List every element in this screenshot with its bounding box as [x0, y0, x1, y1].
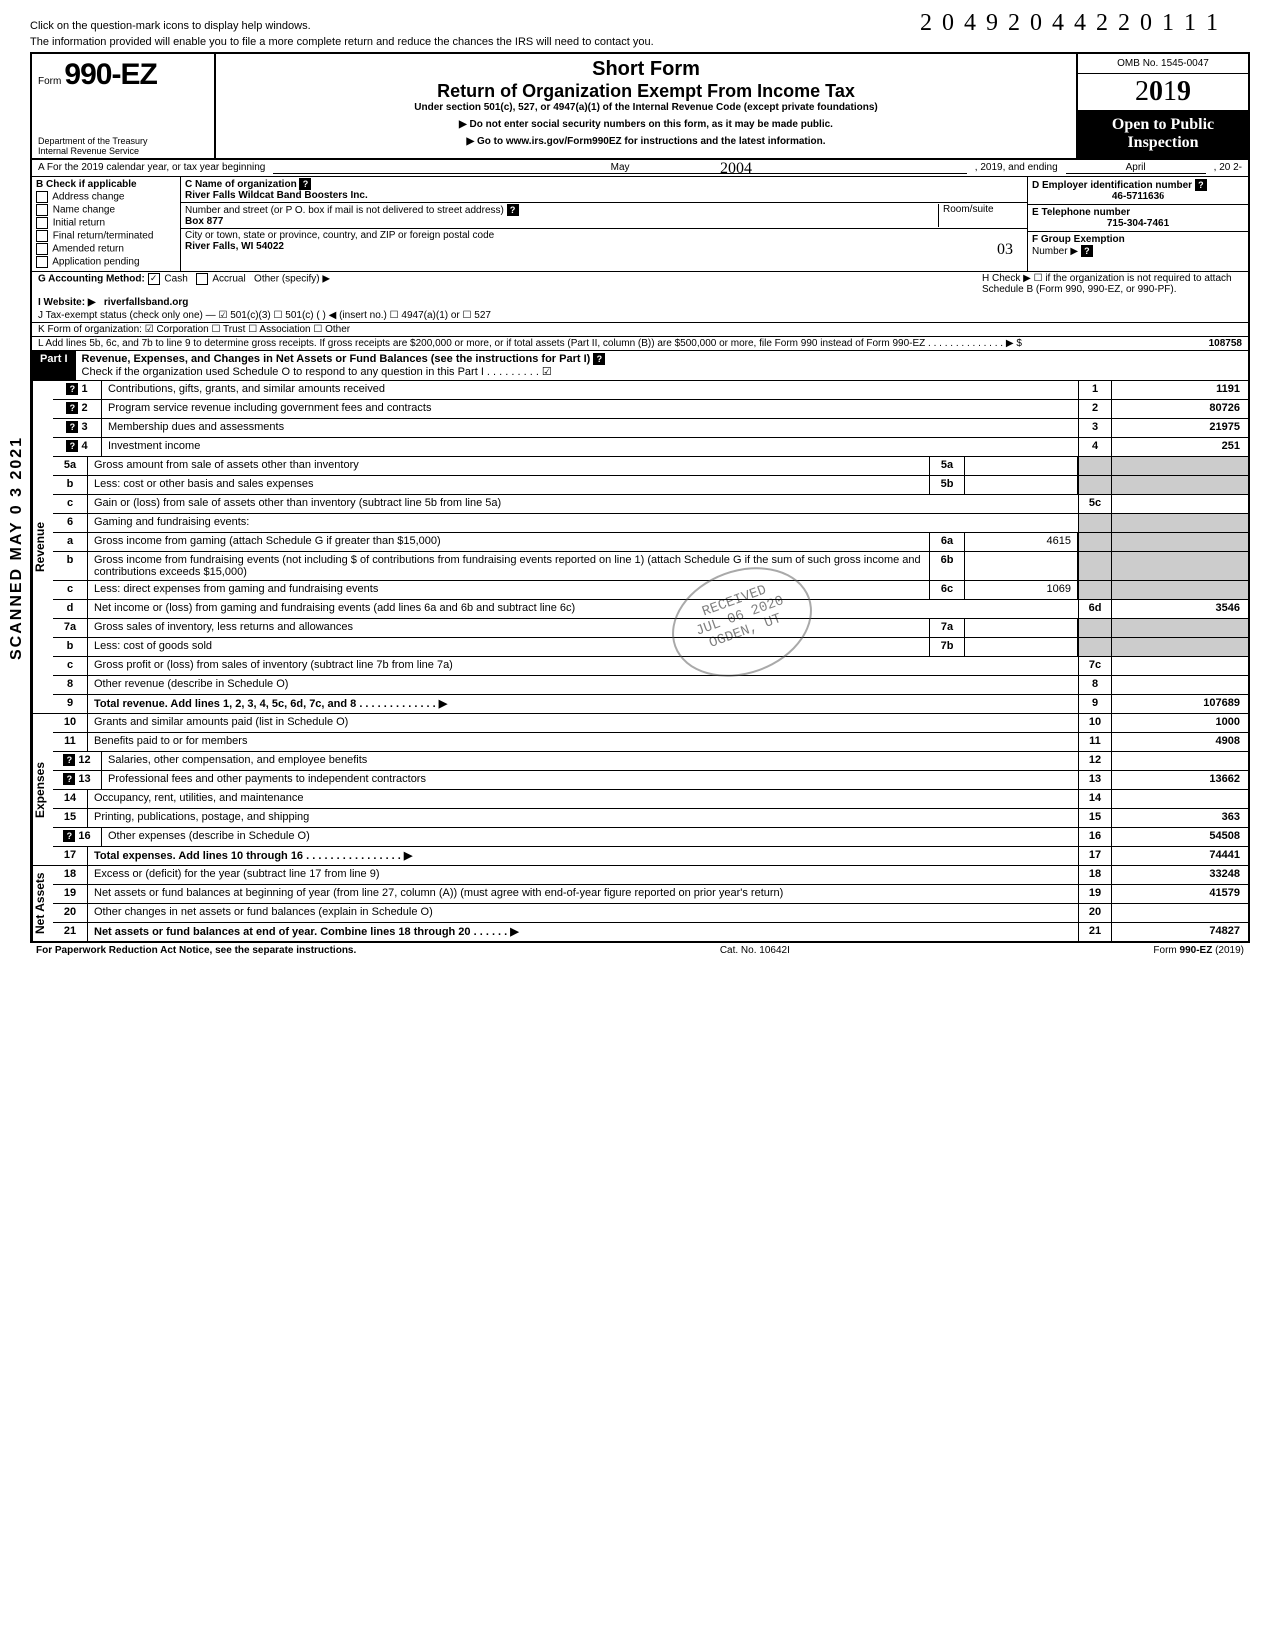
help-icon[interactable]: ? [507, 204, 519, 216]
e-label: E Telephone number [1032, 207, 1130, 218]
i-label: I Website: ▶ [38, 297, 96, 308]
help-icon[interactable]: ? [66, 440, 78, 452]
form-word: Form [38, 76, 61, 87]
city: River Falls, WI 54022 [185, 241, 284, 252]
help-icon[interactable]: ? [299, 178, 311, 190]
handwritten-2004: 2004 [720, 160, 752, 178]
help-icon[interactable]: ? [66, 383, 78, 395]
help-icon[interactable]: ? [63, 773, 75, 785]
scanned-stamp: SCANNED MAY 0 3 2021 [8, 436, 26, 660]
ein: 46-571163 [1112, 191, 1159, 202]
help-icon[interactable]: ? [1195, 179, 1207, 191]
end-month: April [1066, 162, 1206, 174]
website: riverfallsband.org [104, 297, 188, 308]
expenses-side-label: Expenses [32, 714, 53, 865]
checkbox[interactable] [36, 243, 48, 255]
help-icon[interactable]: ? [66, 402, 78, 414]
part-1-title: Revenue, Expenses, and Changes in Net As… [82, 353, 591, 365]
footer-mid: Cat. No. 10642I [720, 945, 790, 956]
checkbox[interactable] [36, 217, 48, 229]
help-note-2: The information provided will enable you… [30, 36, 1250, 48]
help-icon[interactable]: ? [1081, 245, 1093, 257]
form-number: 990-EZ [64, 58, 156, 91]
row-a-mid: , 2019, and ending [975, 162, 1058, 174]
instruction-2: ▶ Go to www.irs.gov/Form990EZ for instru… [222, 136, 1070, 147]
checkbox[interactable] [36, 191, 48, 203]
begin-month: May [273, 162, 966, 174]
h-label: H Check ▶ ☐ if the organization is not r… [982, 273, 1242, 295]
form-title: Return of Organization Exempt From Incom… [222, 81, 1070, 102]
cash-label: Cash [164, 274, 187, 285]
accrual-label: Accrual [212, 274, 245, 285]
ein-handwritten: 6 [1159, 191, 1164, 202]
accrual-checkbox[interactable] [196, 273, 208, 285]
row-a-tax-year: A For the 2019 calendar year, or tax yea… [30, 160, 1250, 177]
org-name: River Falls Wildcat Band Boosters Inc. [185, 190, 368, 201]
address: Box 877 [185, 216, 223, 227]
footer-left: For Paperwork Reduction Act Notice, see … [36, 945, 356, 956]
page-footer: For Paperwork Reduction Act Notice, see … [30, 943, 1250, 958]
handwritten-code: 2 0 4 9 2 0 4 4 2 2 0 1 1 1 [920, 10, 1220, 37]
telephone: 715-304-7461 [1032, 218, 1244, 229]
part-1-label: Part I [32, 351, 76, 380]
cash-checkbox[interactable]: ✓ [148, 273, 160, 285]
department: Department of the Treasury Internal Reve… [38, 136, 148, 156]
l-line: L Add lines 5b, 6c, and 7b to line 9 to … [38, 338, 1142, 349]
part-1-header: Part I Revenue, Expenses, and Changes in… [30, 351, 1250, 381]
k-line: K Form of organization: ☑ Corporation ☐ … [32, 322, 1248, 336]
checkbox[interactable] [36, 256, 48, 268]
lines-g-through-l: G Accounting Method: ✓ Cash Accrual Othe… [30, 272, 1250, 351]
addr-label: Number and street (or P O. box if mail i… [185, 205, 504, 216]
footer-right: Form 990-EZ (2019) [1153, 945, 1244, 956]
f-label: F Group Exemption [1032, 234, 1125, 245]
form-header: Form 990-EZ Department of the Treasury I… [30, 52, 1250, 160]
help-icon[interactable]: ? [63, 830, 75, 842]
open-to-public: Open to Public Inspection [1078, 110, 1248, 158]
row-a-end: , 20 2- [1214, 162, 1242, 174]
part-1-check: Check if the organization used Schedule … [82, 366, 552, 378]
l-value: 108758 [1142, 338, 1242, 349]
f-label-2: Number ▶ [1032, 246, 1078, 257]
short-form-label: Short Form [222, 58, 1070, 81]
tax-year: 2019 [1078, 74, 1248, 110]
b-label: B Check if applicable [36, 179, 176, 190]
help-icon[interactable]: ? [63, 754, 75, 766]
instruction-1: ▶ Do not enter social security numbers o… [222, 119, 1070, 130]
omb-number: OMB No. 1545-0047 [1078, 54, 1248, 74]
g-label: G Accounting Method: [38, 274, 145, 285]
help-icon[interactable]: ? [66, 421, 78, 433]
form-subtitle: Under section 501(c), 527, or 4947(a)(1)… [222, 102, 1070, 113]
room-suite-label: Room/suite [938, 204, 1023, 227]
part-1-table: Revenue ? 1Contributions, gifts, grants,… [30, 381, 1250, 943]
handwritten-03: 03 [997, 241, 1013, 259]
help-icon[interactable]: ? [593, 353, 605, 365]
revenue-side-label: Revenue [32, 381, 53, 713]
section-b: B Check if applicable Address change Nam… [30, 177, 1250, 272]
checkbox[interactable] [36, 204, 48, 216]
checkbox[interactable] [36, 230, 48, 242]
d-label: D Employer identification number [1032, 180, 1192, 191]
netassets-side-label: Net Assets [32, 866, 53, 941]
row-a-label: A For the 2019 calendar year, or tax yea… [38, 162, 265, 174]
j-line: J Tax-exempt status (check only one) — ☑… [32, 309, 1248, 322]
c-label: C Name of organization [185, 179, 297, 190]
other-label: Other (specify) ▶ [254, 274, 330, 285]
city-label: City or town, state or province, country… [185, 230, 494, 241]
